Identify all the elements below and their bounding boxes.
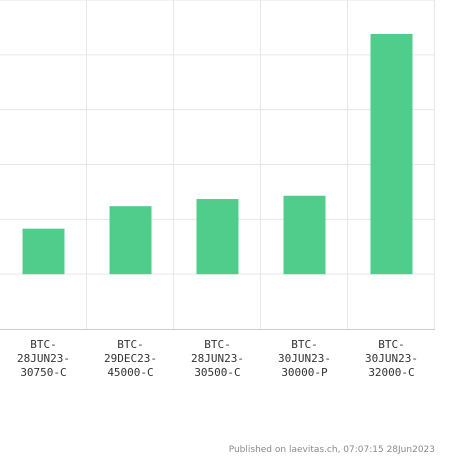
x-tick-label-line: BTC- [117, 338, 144, 351]
x-tick-label-line: BTC- [378, 338, 405, 351]
x-tick-label: BTC-30JUN23-32000-C [365, 338, 418, 379]
x-tick-label-line: 30750-C [20, 366, 66, 379]
x-tick-label-line: 30JUN23- [278, 352, 331, 365]
bar[interactable] [196, 199, 239, 275]
footer-credit: Published on laevitas.ch, 07:07:15 28Jun… [228, 445, 435, 455]
x-tick-label: BTC-28JUN23-30500-C [191, 338, 244, 379]
x-tick-label: BTC-28JUN23-30750-C [17, 338, 70, 379]
x-tick-label-line: BTC- [30, 338, 57, 351]
x-tick-label-line: 28JUN23- [17, 352, 70, 365]
x-tick-label-line: 28JUN23- [191, 352, 244, 365]
x-tick-label: BTC-29DEC23-45000-C [104, 338, 157, 379]
x-tick-label-line: 32000-C [368, 366, 414, 379]
x-tick-label-line: 30000-P [281, 366, 328, 379]
x-tick-label-line: BTC- [291, 338, 318, 351]
grid-lines [0, 0, 435, 329]
x-tick-label: BTC-30JUN23-30000-P [278, 338, 331, 379]
bar[interactable] [109, 206, 152, 275]
x-tick-label-line: BTC- [204, 338, 231, 351]
bar[interactable] [283, 195, 326, 275]
x-tick-label-line: 45000-C [107, 366, 153, 379]
x-axis: BTC-28JUN23-30750-CBTC-29DEC23-45000-CBT… [0, 329, 435, 379]
x-tick-label-line: 29DEC23- [104, 352, 157, 365]
bar[interactable] [22, 228, 65, 275]
x-tick-label-line: 30500-C [194, 366, 240, 379]
bars [22, 33, 413, 275]
x-tick-label-line: 30JUN23- [365, 352, 418, 365]
bar[interactable] [370, 33, 413, 275]
